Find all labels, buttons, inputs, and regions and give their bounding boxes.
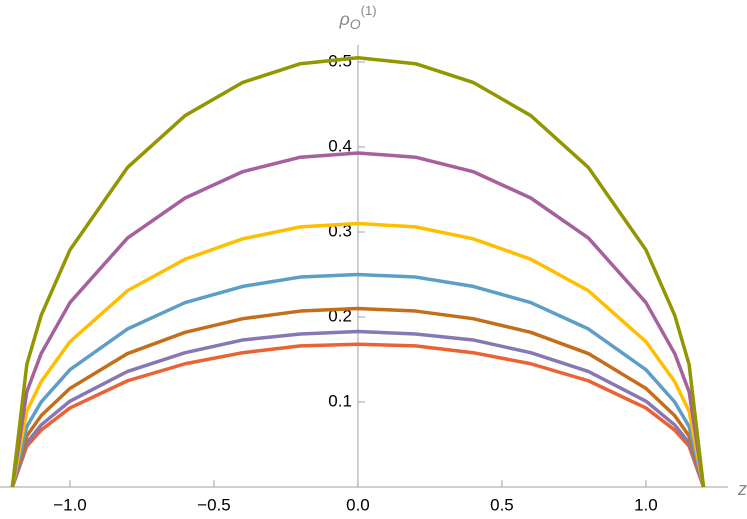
y-label-base: ρ [338, 9, 349, 29]
x-axis-label: z [737, 479, 747, 499]
y-axis-label: ρO(1) [338, 3, 376, 31]
x-tick-label: 0.0 [346, 495, 370, 514]
x-tick-label: −1.0 [53, 495, 87, 514]
y-label-sub: O [350, 16, 361, 32]
x-tick-label: −0.5 [197, 495, 231, 514]
series-line [10, 272, 706, 488]
series-line [10, 329, 706, 488]
series-line [10, 342, 706, 488]
x-tick-label: 1.0 [634, 495, 658, 514]
y-tick-label: 0.1 [328, 391, 352, 410]
series-line [10, 221, 706, 488]
y-label-sup: (1) [361, 3, 377, 18]
series-line [10, 151, 706, 488]
y-tick-label: 0.4 [328, 136, 352, 155]
series-line [10, 56, 706, 488]
series-line [10, 306, 706, 488]
x-tick-label: 0.5 [490, 495, 514, 514]
